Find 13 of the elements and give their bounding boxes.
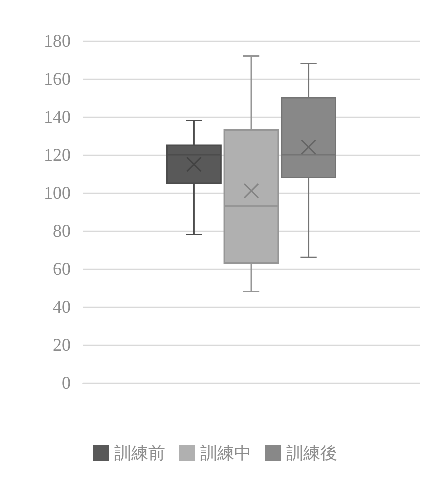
y-tick-label: 120 — [44, 145, 71, 165]
y-tick-label: 140 — [44, 107, 71, 127]
y-tick-label: 20 — [53, 335, 71, 355]
y-tick-label: 180 — [44, 31, 71, 51]
y-tick-label: 100 — [44, 183, 71, 203]
y-tick-label: 160 — [44, 69, 71, 89]
y-tick-label: 0 — [62, 373, 71, 393]
y-tick-label: 40 — [53, 297, 71, 317]
legend-label: 訓練後 — [286, 444, 338, 463]
y-tick-label: 60 — [53, 259, 71, 279]
legend-label: 訓練中 — [200, 444, 252, 463]
legend-label: 訓練前 — [114, 444, 166, 463]
y-tick-label: 80 — [53, 221, 71, 241]
